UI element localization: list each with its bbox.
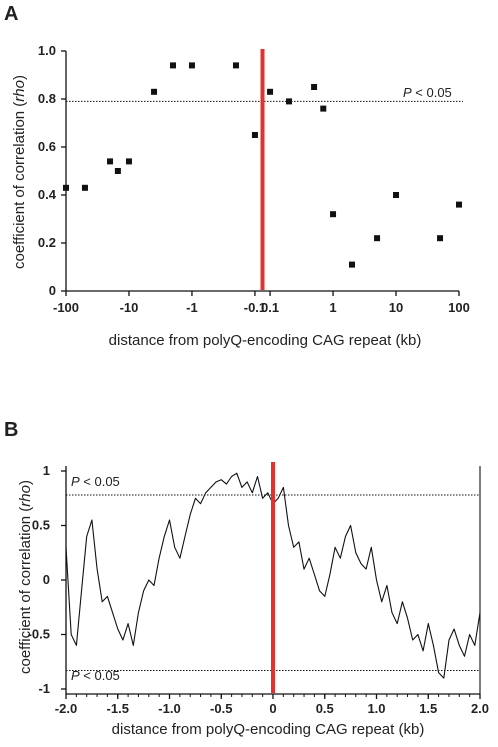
panel-a-point	[188, 62, 195, 69]
panel-b-xtick-label: 0	[269, 701, 276, 716]
panel-a-xtick-label: 1	[329, 300, 336, 315]
panel-b-ytick-label: -0.5	[28, 627, 50, 642]
panel-b-threshold-label-lower: P < 0.05	[71, 668, 120, 683]
panel-b-ytick-label: 0.5	[32, 518, 50, 533]
panel-a-point	[114, 168, 121, 174]
panel-b-xtick-label: 1.5	[419, 701, 437, 716]
panel-a-ytick-label: 1.0	[38, 43, 56, 58]
panel-a-letter: A	[4, 3, 18, 25]
panel-a-point	[232, 62, 239, 69]
panel-a-xtick-label: -100	[53, 300, 79, 315]
panel-b-xlabel: distance from polyQ-encoding CAG repeat …	[112, 721, 425, 738]
panel-b-xtick-label: -1.0	[158, 701, 180, 716]
panel-b-ytick-label: 0	[43, 572, 50, 587]
panel-a-point	[151, 88, 158, 95]
panel-a-marks	[63, 49, 463, 290]
panel-a-ytick-label: 0.2	[38, 235, 56, 250]
panel-a: A coefficient of correlation (rho) dista…	[4, 3, 470, 349]
panel-a-ytick-label: 0.8	[38, 91, 56, 106]
panel-a-xtick-label: -10	[120, 300, 139, 315]
panel-b-ytick-label: 1	[43, 463, 50, 478]
panel-a-point	[286, 98, 293, 105]
panel-a-point	[125, 158, 132, 165]
panel-a-point	[348, 261, 355, 268]
panel-a-point	[437, 235, 444, 242]
panel-a-xtick-label: -1	[186, 300, 198, 315]
panel-a-point	[81, 184, 88, 191]
panel-b-letter: B	[4, 419, 18, 441]
panel-a-point	[330, 211, 337, 218]
panel-a-point	[311, 84, 318, 90]
panel-a-xtick-label: 100	[448, 300, 470, 315]
panel-b-ytick-label: -1	[38, 681, 50, 696]
panel-a-point	[393, 192, 400, 198]
panel-b-xtick-label: 1.0	[367, 701, 385, 716]
panel-b-ylabel: coefficient of correlation (rho)	[17, 480, 34, 674]
panel-b-xtick-label: 0.5	[316, 701, 334, 716]
panel-a-ytick-label: 0.6	[38, 139, 56, 154]
panel-a-point	[63, 184, 69, 191]
panel-b-threshold-label-upper: P < 0.05	[71, 474, 120, 489]
panel-b-marks	[65, 462, 481, 693]
panel-b: B coefficient of correlation (rho) dista…	[4, 419, 489, 738]
panel-a-point	[267, 88, 274, 95]
panel-b-ticks: -1 -0.5 0 0.5 1 -2.0 -1.5 -1.0 -0.5 0 0.5 1.0 1.5 2.0	[28, 463, 489, 716]
panel-a-xtick-label: -0.1	[244, 300, 266, 315]
panel-b-xtick-label: -0.5	[210, 701, 232, 716]
panel-a-xlabel: distance from polyQ-encoding CAG repeat …	[109, 332, 422, 349]
panel-b-xtick-label: 2.0	[471, 701, 489, 716]
panel-a-threshold-label: P < 0.05	[403, 85, 452, 100]
panel-b-xtick-label: -1.5	[107, 701, 129, 716]
panel-a-ticks: 0 0.2 0.4 0.6 0.8 1.0 -100 -10 -1 -0.10.1 1 10 100	[38, 43, 470, 315]
panel-b-xtick-label: -2.0	[55, 701, 77, 716]
panel-a-xtick-label: 10	[389, 300, 403, 315]
panel-a-point	[107, 158, 114, 165]
panel-a-point	[374, 235, 381, 242]
panel-a-ytick-label: 0	[49, 283, 56, 298]
panel-a-ylabel: coefficient of correlation (rho)	[11, 75, 28, 269]
panel-a-point	[320, 105, 327, 112]
panel-a-point	[456, 201, 462, 208]
panel-a-point	[170, 62, 177, 69]
panel-a-axes	[65, 51, 459, 292]
panel-a-ytick-label: 0.4	[38, 187, 57, 202]
panel-a-point	[251, 132, 258, 138]
panel-a-xtick-label: 0.1	[261, 300, 279, 315]
